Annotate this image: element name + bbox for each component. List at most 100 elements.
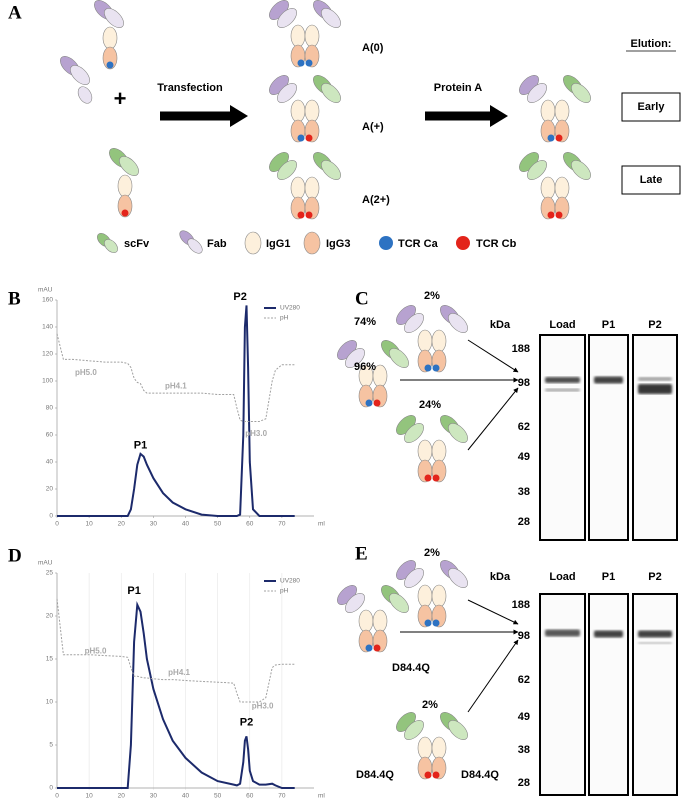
elution-box [621, 165, 681, 195]
plus-sign: + [114, 86, 127, 111]
lane-label: P2 [648, 319, 661, 331]
domain [290, 176, 306, 200]
percent-label: 24% [419, 399, 441, 411]
marker-label: 28 [518, 516, 530, 528]
domain [321, 160, 341, 180]
percent-label: 74% [354, 316, 376, 328]
domain [104, 239, 118, 253]
gel-lane [539, 593, 586, 796]
kda-label: kDa [490, 571, 511, 583]
domain [77, 86, 93, 104]
y-tick-label: 25 [46, 570, 54, 577]
arrow [467, 639, 519, 713]
panel-label: E [355, 543, 368, 564]
panel-label: D [8, 545, 22, 566]
species-label: A(+) [362, 121, 384, 133]
legend-label: TCR Ca [398, 238, 439, 250]
y-tick-label: 40 [46, 459, 54, 466]
annotation: pH5.0 [75, 368, 97, 377]
x-tick-label: 20 [118, 793, 126, 800]
y-tick-label: 20 [46, 613, 54, 620]
legend-dot [456, 236, 470, 250]
domain [404, 568, 424, 588]
tcr-dot [432, 364, 440, 372]
domain [244, 231, 262, 255]
domain [404, 423, 424, 443]
domain [404, 313, 424, 333]
antibody-icon [396, 305, 468, 373]
antibody-icon [519, 152, 591, 220]
domain [304, 99, 320, 123]
tcr-dot [305, 134, 313, 142]
tcr-dot [547, 211, 555, 219]
legend-label: pH [280, 315, 289, 322]
annotation: P1 [127, 585, 140, 597]
x-axis-label: ml [318, 521, 325, 528]
marker-label: 98 [518, 377, 530, 389]
fab-icon [60, 56, 93, 104]
annotation: P1 [134, 440, 147, 452]
marker-label: 38 [518, 744, 530, 756]
transfection-label: Transfection [157, 82, 223, 94]
domain [104, 8, 124, 28]
annotation: pH5.0 [85, 646, 107, 655]
arrow [467, 599, 519, 625]
x-axis-label: ml [318, 793, 325, 800]
x-tick-label: 70 [278, 521, 286, 528]
gel-band [594, 376, 623, 384]
y-tick-label: 60 [46, 432, 54, 439]
percent-label: 2% [424, 547, 440, 559]
tcr-dot [555, 211, 563, 219]
annotation: pH3.0 [245, 429, 267, 438]
marker-label: 188 [512, 343, 530, 355]
x-tick-label: 50 [214, 793, 222, 800]
domain [304, 24, 320, 48]
x-tick-label: 40 [182, 521, 190, 528]
half-antibody-icon [94, 0, 124, 70]
domain [417, 439, 433, 463]
domain [417, 329, 433, 353]
annotation: pH3.0 [252, 701, 274, 710]
x-tick-label: 30 [150, 521, 158, 528]
domain [321, 8, 341, 28]
antibody-icon [519, 75, 591, 143]
percent-label: 2% [424, 290, 440, 302]
panel-label: B [8, 288, 21, 309]
y-tick-label: 80 [46, 405, 54, 412]
marker-label: 188 [512, 599, 530, 611]
domain [117, 194, 133, 218]
elution-box [621, 92, 681, 122]
domain [404, 720, 424, 740]
marker-label: 28 [518, 777, 530, 789]
tcr-dot [297, 59, 305, 67]
domain [119, 156, 139, 176]
series-line [56, 598, 295, 703]
tcr-dot [424, 771, 432, 779]
lane-label: P1 [602, 319, 615, 331]
domain [554, 99, 570, 123]
marker-label: 62 [518, 674, 530, 686]
domain [345, 348, 365, 368]
tcr-dot [373, 399, 381, 407]
tcr-dot [424, 474, 432, 482]
x-tick-label: 60 [246, 521, 254, 528]
domain [527, 83, 547, 103]
y-tick-label: 120 [42, 351, 53, 358]
domain [448, 568, 468, 588]
lane-label: Load [549, 571, 575, 583]
gel-lane [539, 334, 586, 541]
domain [448, 720, 468, 740]
gel-band [638, 384, 672, 394]
legend-label: UV280 [280, 578, 300, 585]
marker-label: 49 [518, 711, 530, 723]
y-tick-label: 5 [49, 742, 53, 749]
tcr-dot [297, 211, 305, 219]
gel-band [545, 377, 580, 383]
mutation-label: D84.4Q [461, 769, 499, 781]
tcr-dot [424, 364, 432, 372]
annotation: P2 [233, 291, 246, 303]
tcr-dot [121, 209, 129, 217]
tcr-dot [547, 134, 555, 142]
domain [102, 26, 118, 50]
